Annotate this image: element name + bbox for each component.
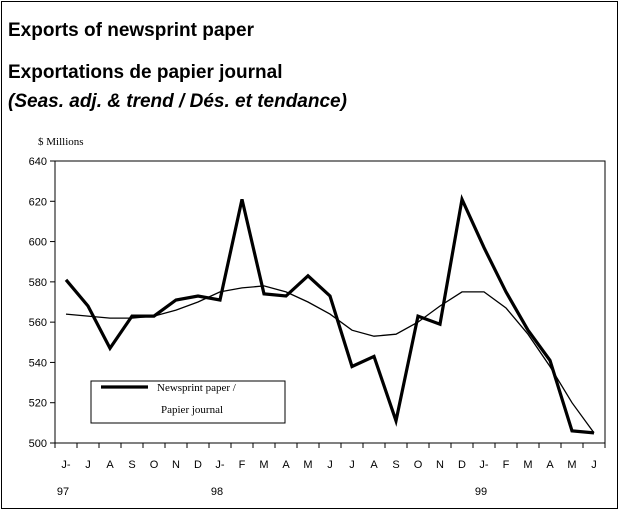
x-tick-label: J- — [215, 459, 225, 471]
x-tick-label: J — [327, 459, 333, 471]
legend-label-line2: Papier journal — [161, 404, 223, 416]
x-tick-label: F — [503, 459, 510, 471]
x-tick-label: J- — [479, 459, 489, 471]
y-tick-label: 540 — [29, 357, 47, 369]
x-tick-label: J — [85, 459, 91, 471]
y-tick-label: 560 — [29, 317, 47, 329]
x-tick-label: J — [349, 459, 355, 471]
x-year-label: 97 — [57, 486, 69, 498]
x-tick-label: M — [523, 459, 532, 471]
chart-title-french: Exportations de papier journal — [8, 62, 283, 83]
legend-label-line1: Newsprint paper / — [157, 382, 237, 394]
chart-title: Exports of newsprint paper — [8, 20, 254, 41]
x-tick-label: S — [392, 459, 399, 471]
legend: Newsprint paper / Papier journal — [90, 380, 286, 424]
y-tick-label: 640 — [29, 156, 47, 168]
x-tick-label: J- — [61, 459, 71, 471]
x-tick-label: O — [150, 459, 159, 471]
x-tick-label: D — [194, 459, 202, 471]
x-tick-label: M — [303, 459, 312, 471]
x-tick-label: M — [567, 459, 576, 471]
x-tick-label: N — [436, 459, 444, 471]
x-tick-label: A — [282, 459, 290, 471]
series-line-trend — [65, 285, 595, 434]
x-tick-label: F — [239, 459, 246, 471]
x-tick-label: M — [259, 459, 268, 471]
plot-area — [54, 160, 606, 444]
x-tick-label: J — [591, 459, 597, 471]
y-tick-label: 580 — [29, 277, 47, 289]
y-tick-label: 520 — [29, 398, 47, 410]
x-tick-label: D — [458, 459, 466, 471]
y-tick-label: 500 — [29, 438, 47, 450]
y-tick-label: 600 — [29, 237, 47, 249]
x-tick-label: O — [414, 459, 423, 471]
y-axis-label: $ Millions — [38, 136, 84, 148]
x-tick-label: N — [172, 459, 180, 471]
x-year-label: 98 — [211, 486, 223, 498]
y-tick-label: 620 — [29, 196, 47, 208]
x-tick-label: S — [128, 459, 135, 471]
x-year-label: 99 — [475, 486, 487, 498]
x-tick-label: A — [370, 459, 378, 471]
x-tick-label: A — [106, 459, 114, 471]
x-tick-label: A — [546, 459, 554, 471]
chart-subtitle: (Seas. adj. & trend / Dés. et tendance) — [8, 91, 347, 112]
